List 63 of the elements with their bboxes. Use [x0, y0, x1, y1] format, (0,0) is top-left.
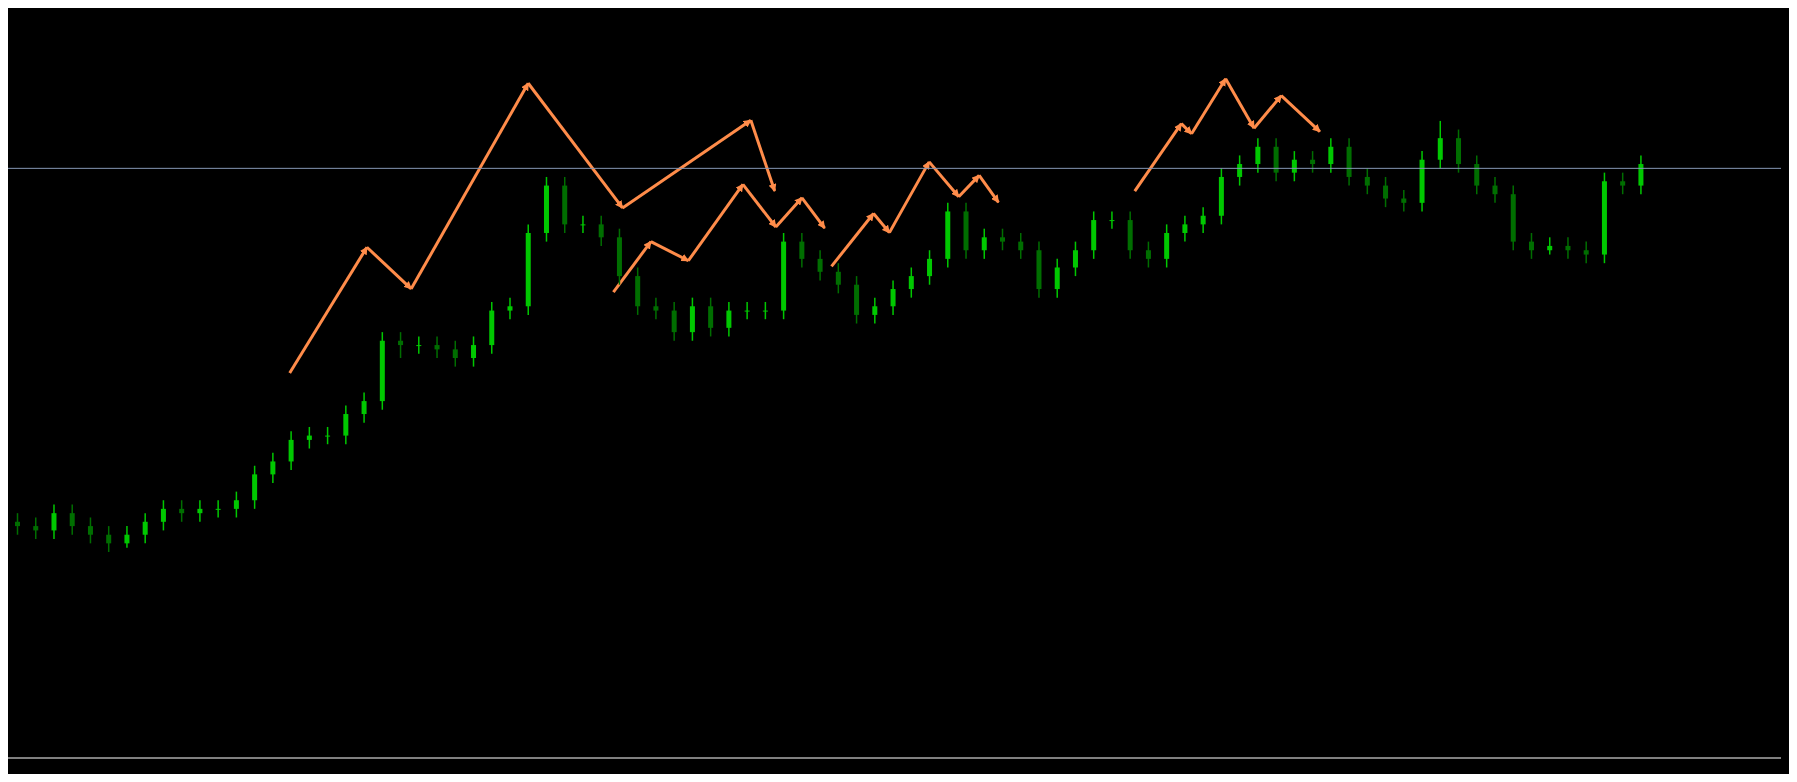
candlestick	[1255, 137, 1261, 174]
candlestick	[981, 227, 987, 260]
candlestick	[416, 335, 422, 355]
candlestick	[817, 249, 823, 282]
candlestick	[1638, 154, 1644, 195]
candlestick	[288, 430, 294, 471]
candlestick	[726, 301, 732, 338]
candlestick	[1109, 210, 1115, 230]
candlestick	[51, 503, 57, 540]
candlestick	[1364, 167, 1370, 195]
candlestick	[33, 516, 39, 540]
candlestick	[434, 335, 440, 359]
candlestick	[142, 512, 148, 545]
candlestick	[1237, 154, 1243, 187]
candlestick	[744, 301, 750, 320]
candlestick	[653, 296, 659, 320]
candlestick	[507, 296, 513, 320]
candlestick	[124, 525, 130, 549]
candlestick	[1182, 215, 1188, 243]
candlestick	[87, 516, 93, 545]
candlestick	[361, 391, 367, 424]
candlestick	[471, 335, 477, 368]
candlestick	[160, 499, 166, 532]
candlestick	[598, 215, 604, 247]
candlestick	[1437, 120, 1443, 170]
candlestick	[270, 452, 276, 484]
candlestick	[1492, 176, 1498, 204]
candlestick	[306, 426, 312, 450]
candlestick	[1583, 240, 1589, 264]
candlestick	[1474, 154, 1480, 195]
candlestick	[799, 232, 805, 269]
candlestick	[1018, 232, 1024, 260]
candlestick	[1620, 171, 1626, 195]
candlestick	[1528, 232, 1534, 260]
candlestick	[398, 331, 404, 359]
candlestick	[908, 266, 914, 299]
candlestick	[452, 340, 458, 368]
candlestick	[671, 301, 677, 342]
candlestick	[872, 296, 878, 325]
candlestick	[927, 249, 933, 286]
candlestick	[1565, 236, 1571, 260]
candlestick	[179, 499, 185, 523]
candlestick	[1383, 176, 1389, 208]
candlestick	[1328, 137, 1334, 174]
candlestick	[1291, 150, 1297, 183]
candlestick	[197, 499, 203, 523]
candlestick	[1145, 240, 1151, 269]
candlestick	[343, 404, 349, 445]
candlestick	[835, 262, 841, 295]
candlestick	[1401, 189, 1407, 213]
candlestick	[15, 512, 20, 536]
candlestick	[106, 525, 112, 553]
candlestick	[580, 215, 586, 234]
candlestick	[1000, 227, 1005, 251]
candlestick	[1054, 258, 1060, 299]
candlestick	[1200, 206, 1206, 234]
candlestick	[890, 279, 896, 316]
candlestick	[708, 296, 714, 338]
candlestick	[1072, 240, 1078, 277]
candlestick	[1310, 150, 1316, 174]
candlestick	[233, 490, 239, 519]
candlestick	[69, 503, 75, 536]
candlestick	[215, 499, 221, 519]
